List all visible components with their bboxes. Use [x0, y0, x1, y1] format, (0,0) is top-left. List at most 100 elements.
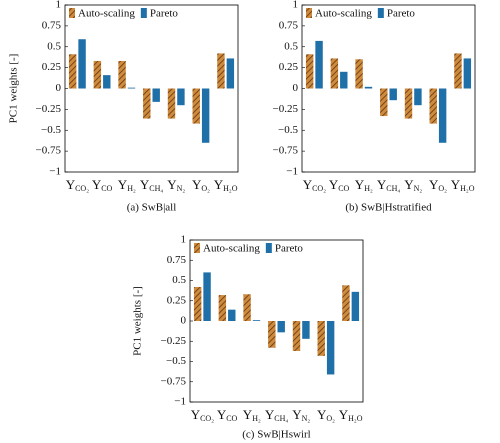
plot-frame	[301, 4, 476, 173]
bar	[463, 58, 472, 89]
bar	[277, 321, 285, 333]
category-base: Y	[214, 177, 224, 192]
y-tick-label: −0.25	[161, 335, 187, 347]
bar	[143, 88, 151, 119]
category-sub: CO	[101, 184, 112, 193]
category-sub: H₂	[364, 184, 373, 193]
legend: Auto-scaling Pareto	[306, 8, 415, 20]
bar	[340, 71, 348, 89]
y-tick-label: −0.75	[273, 145, 299, 157]
legend-swatch	[306, 8, 312, 18]
bar	[78, 39, 86, 89]
bar	[438, 88, 447, 143]
legend: Auto-scaling Pareto	[194, 243, 303, 255]
legend-swatch	[194, 243, 200, 253]
x-tick-label: YCH₄	[140, 177, 164, 193]
category-sub: CO	[338, 184, 349, 193]
legend-swatch	[265, 243, 272, 253]
x-tick-label: YCO₂	[191, 407, 215, 423]
bar	[167, 88, 176, 119]
bar	[454, 53, 462, 89]
bar	[192, 88, 200, 124]
y-tick-label: 0.25	[42, 61, 62, 73]
bar	[103, 75, 111, 89]
x-tick-label: YH₂O	[339, 407, 363, 423]
y-tick-label: 0.5	[284, 40, 298, 52]
bar	[226, 58, 235, 89]
bar	[218, 295, 227, 321]
category-sub: N₂	[414, 184, 423, 193]
category-base: Y	[292, 407, 302, 422]
y-tick-label: −0.5	[41, 124, 61, 136]
bar	[193, 286, 202, 321]
legend-label: Pareto	[275, 243, 304, 255]
bar	[355, 59, 363, 89]
legend-label: Auto-scaling	[315, 8, 372, 20]
caption: (b) SwB|Hstratified	[345, 202, 432, 214]
category-sub: CH₄	[149, 184, 163, 193]
y-tick-label: 0.5	[47, 40, 61, 52]
x-tick-label: YH₂	[118, 177, 136, 193]
y-tick-label: 0	[56, 82, 62, 94]
legend-label: Auto-scaling	[203, 243, 260, 255]
y-tick-label: 1	[181, 234, 187, 246]
category-base: Y	[140, 177, 150, 192]
category-sub: CH₄	[274, 414, 288, 423]
bar	[404, 88, 413, 119]
category-base: Y	[192, 177, 202, 192]
x-tick-label: YH₂O	[214, 177, 238, 193]
category-sub: N₂	[302, 414, 311, 423]
bar	[177, 88, 185, 106]
y-tick-label: 0.75	[167, 254, 187, 266]
bar	[414, 88, 422, 106]
x-tick-label: YH₂O	[451, 177, 475, 193]
y-axis-label: PC1 weights [-]	[8, 54, 20, 124]
bar	[342, 285, 350, 321]
category-sub: H₂O	[348, 414, 363, 423]
category-sub: O₂	[201, 184, 210, 193]
category-sub: CO₂	[75, 184, 89, 193]
category-sub: CO₂	[312, 184, 326, 193]
category-sub: CO₂	[200, 414, 214, 423]
bar	[429, 88, 437, 124]
y-tick-label: −0.75	[161, 375, 187, 387]
y-tick-label: 0.25	[167, 294, 187, 306]
legend-label: Auto-scaling	[78, 8, 135, 20]
bar	[201, 88, 210, 143]
x-tick-label: YO₂	[429, 177, 447, 193]
bar	[243, 294, 251, 321]
x-tick-label: YN₂	[404, 177, 422, 193]
category-base: Y	[243, 407, 253, 422]
plot-frame	[189, 239, 364, 403]
bar	[68, 54, 77, 89]
x-tick-label: YO₂	[317, 407, 335, 423]
y-tick-label: 1	[56, 0, 62, 11]
y-tick-label: 0.75	[42, 19, 62, 31]
bar	[268, 321, 276, 348]
plot-frame	[64, 4, 239, 173]
category-base: Y	[377, 177, 387, 192]
category-base: Y	[303, 177, 313, 192]
bar	[203, 272, 211, 321]
bar	[389, 88, 397, 101]
category-base: Y	[118, 177, 128, 192]
category-base: Y	[355, 177, 365, 192]
y-tick-label: −0.25	[36, 103, 62, 115]
bar	[292, 321, 301, 351]
caption: (a) SwB|all	[127, 202, 177, 214]
y-tick-label: −0.5	[166, 355, 186, 367]
bar	[217, 53, 225, 89]
y-tick-label: 1	[293, 0, 299, 11]
x-tick-label: YCO₂	[66, 177, 90, 193]
category-base: Y	[66, 177, 76, 192]
bar	[118, 60, 126, 89]
x-tick-label: YCO	[217, 407, 238, 423]
category-sub: N₂	[177, 184, 186, 193]
category-sub: O₂	[438, 184, 447, 193]
x-tick-label: YCH₄	[265, 407, 289, 423]
bar	[351, 291, 360, 321]
